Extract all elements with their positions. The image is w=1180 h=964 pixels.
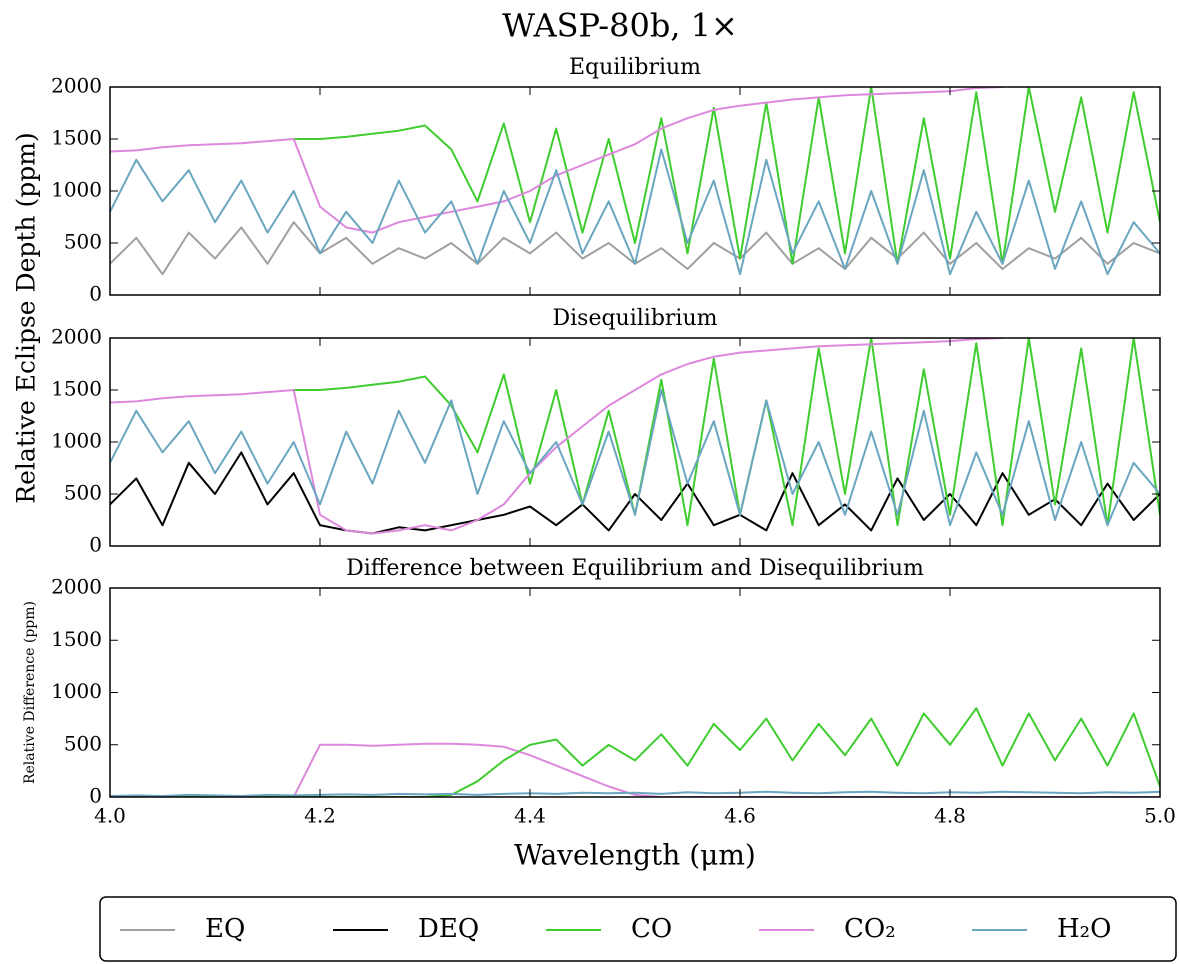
plot-area	[110, 87, 1160, 276]
x-axis-label: Wavelength (μm)	[514, 839, 756, 872]
series-line	[110, 742, 1160, 797]
x-tick-label: 4.6	[724, 804, 756, 828]
y-tick-label: 0	[89, 784, 102, 808]
x-tick-label: 4.4	[514, 804, 546, 828]
y-tick-label: 0	[89, 533, 102, 557]
series-line	[293, 338, 1160, 527]
x-tick-label: 5.0	[1144, 804, 1176, 828]
y-tick-label: 1500	[51, 377, 102, 401]
series-line	[110, 148, 1160, 276]
legend-label: EQ	[205, 914, 245, 944]
series-line	[110, 87, 1003, 234]
legend-box	[99, 896, 1177, 962]
panel-title: Difference between Equilibrium and Diseq…	[346, 556, 924, 581]
series-line	[110, 707, 1160, 797]
panel-y-label: Relative Difference (ppm)	[22, 601, 38, 784]
legend-label: CO	[631, 914, 672, 944]
legend-label: DEQ	[418, 914, 479, 944]
x-tick-label: 4.8	[934, 804, 966, 828]
series-line	[110, 790, 1160, 797]
x-tick-label: 4.0	[94, 804, 126, 828]
y-axis-label: Relative Eclipse Depth (ppm)	[12, 132, 41, 503]
series-line	[110, 389, 1160, 527]
y-tick-label: 1500	[51, 126, 102, 150]
plot-area	[110, 707, 1160, 797]
legend-label: CO₂	[844, 914, 896, 944]
y-tick-label: 2000	[51, 575, 102, 599]
series-line	[110, 221, 1160, 276]
series-line	[110, 338, 1003, 535]
y-tick-label: 500	[64, 230, 102, 254]
panel-title: Equilibrium	[569, 55, 701, 80]
y-tick-label: 500	[64, 731, 102, 755]
y-tick-label: 2000	[51, 74, 102, 98]
panel-title: Disequilibrium	[552, 306, 717, 331]
series-line	[110, 451, 1160, 535]
legend-label: H₂O	[1057, 914, 1111, 944]
y-tick-label: 1500	[51, 627, 102, 651]
y-tick-label: 1000	[51, 429, 102, 453]
y-tick-label: 2000	[51, 325, 102, 349]
y-tick-label: 500	[64, 481, 102, 505]
figure-title: WASP-80b, 1×	[502, 7, 738, 45]
series-line	[293, 87, 1160, 265]
x-tick-label: 4.2	[304, 804, 336, 828]
y-tick-label: 1000	[51, 178, 102, 202]
y-tick-label: 1000	[51, 679, 102, 703]
y-tick-label: 0	[89, 282, 102, 306]
plot-area	[110, 338, 1160, 535]
